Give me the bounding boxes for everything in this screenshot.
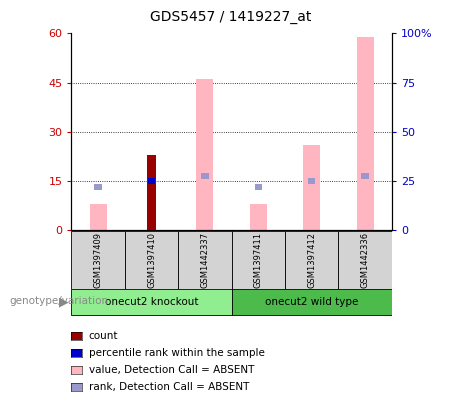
Text: ▶: ▶ [59, 295, 68, 308]
Text: percentile rank within the sample: percentile rank within the sample [89, 348, 265, 358]
Text: GDS5457 / 1419227_at: GDS5457 / 1419227_at [150, 10, 311, 24]
Bar [89, 204, 106, 230]
Bar [196, 79, 213, 230]
Text: GSM1442337: GSM1442337 [201, 232, 209, 288]
Bar [361, 173, 369, 179]
Bar [95, 184, 102, 190]
Bar [231, 231, 285, 289]
Bar [147, 154, 156, 230]
Text: GSM1397411: GSM1397411 [254, 232, 263, 288]
Bar [125, 231, 178, 289]
Bar [303, 145, 320, 230]
Bar [201, 173, 209, 179]
Bar [148, 178, 155, 184]
Bar [338, 231, 392, 289]
Bar [357, 37, 374, 230]
Text: GSM1397409: GSM1397409 [94, 232, 103, 288]
Text: count: count [89, 331, 118, 342]
Bar [178, 231, 231, 289]
Bar [254, 184, 262, 190]
Text: GSM1442336: GSM1442336 [361, 232, 370, 288]
Bar [231, 290, 392, 315]
Text: value, Detection Call = ABSENT: value, Detection Call = ABSENT [89, 365, 254, 375]
Bar [250, 204, 267, 230]
Text: rank, Detection Call = ABSENT: rank, Detection Call = ABSENT [89, 382, 249, 392]
Bar [308, 178, 315, 184]
Text: onecut2 wild type: onecut2 wild type [265, 297, 359, 307]
Text: GSM1397412: GSM1397412 [307, 232, 316, 288]
Text: genotype/variation: genotype/variation [9, 296, 108, 307]
Text: GSM1397410: GSM1397410 [147, 232, 156, 288]
Text: onecut2 knockout: onecut2 knockout [105, 297, 198, 307]
Bar [71, 290, 231, 315]
Bar [71, 231, 125, 289]
Bar [285, 231, 338, 289]
